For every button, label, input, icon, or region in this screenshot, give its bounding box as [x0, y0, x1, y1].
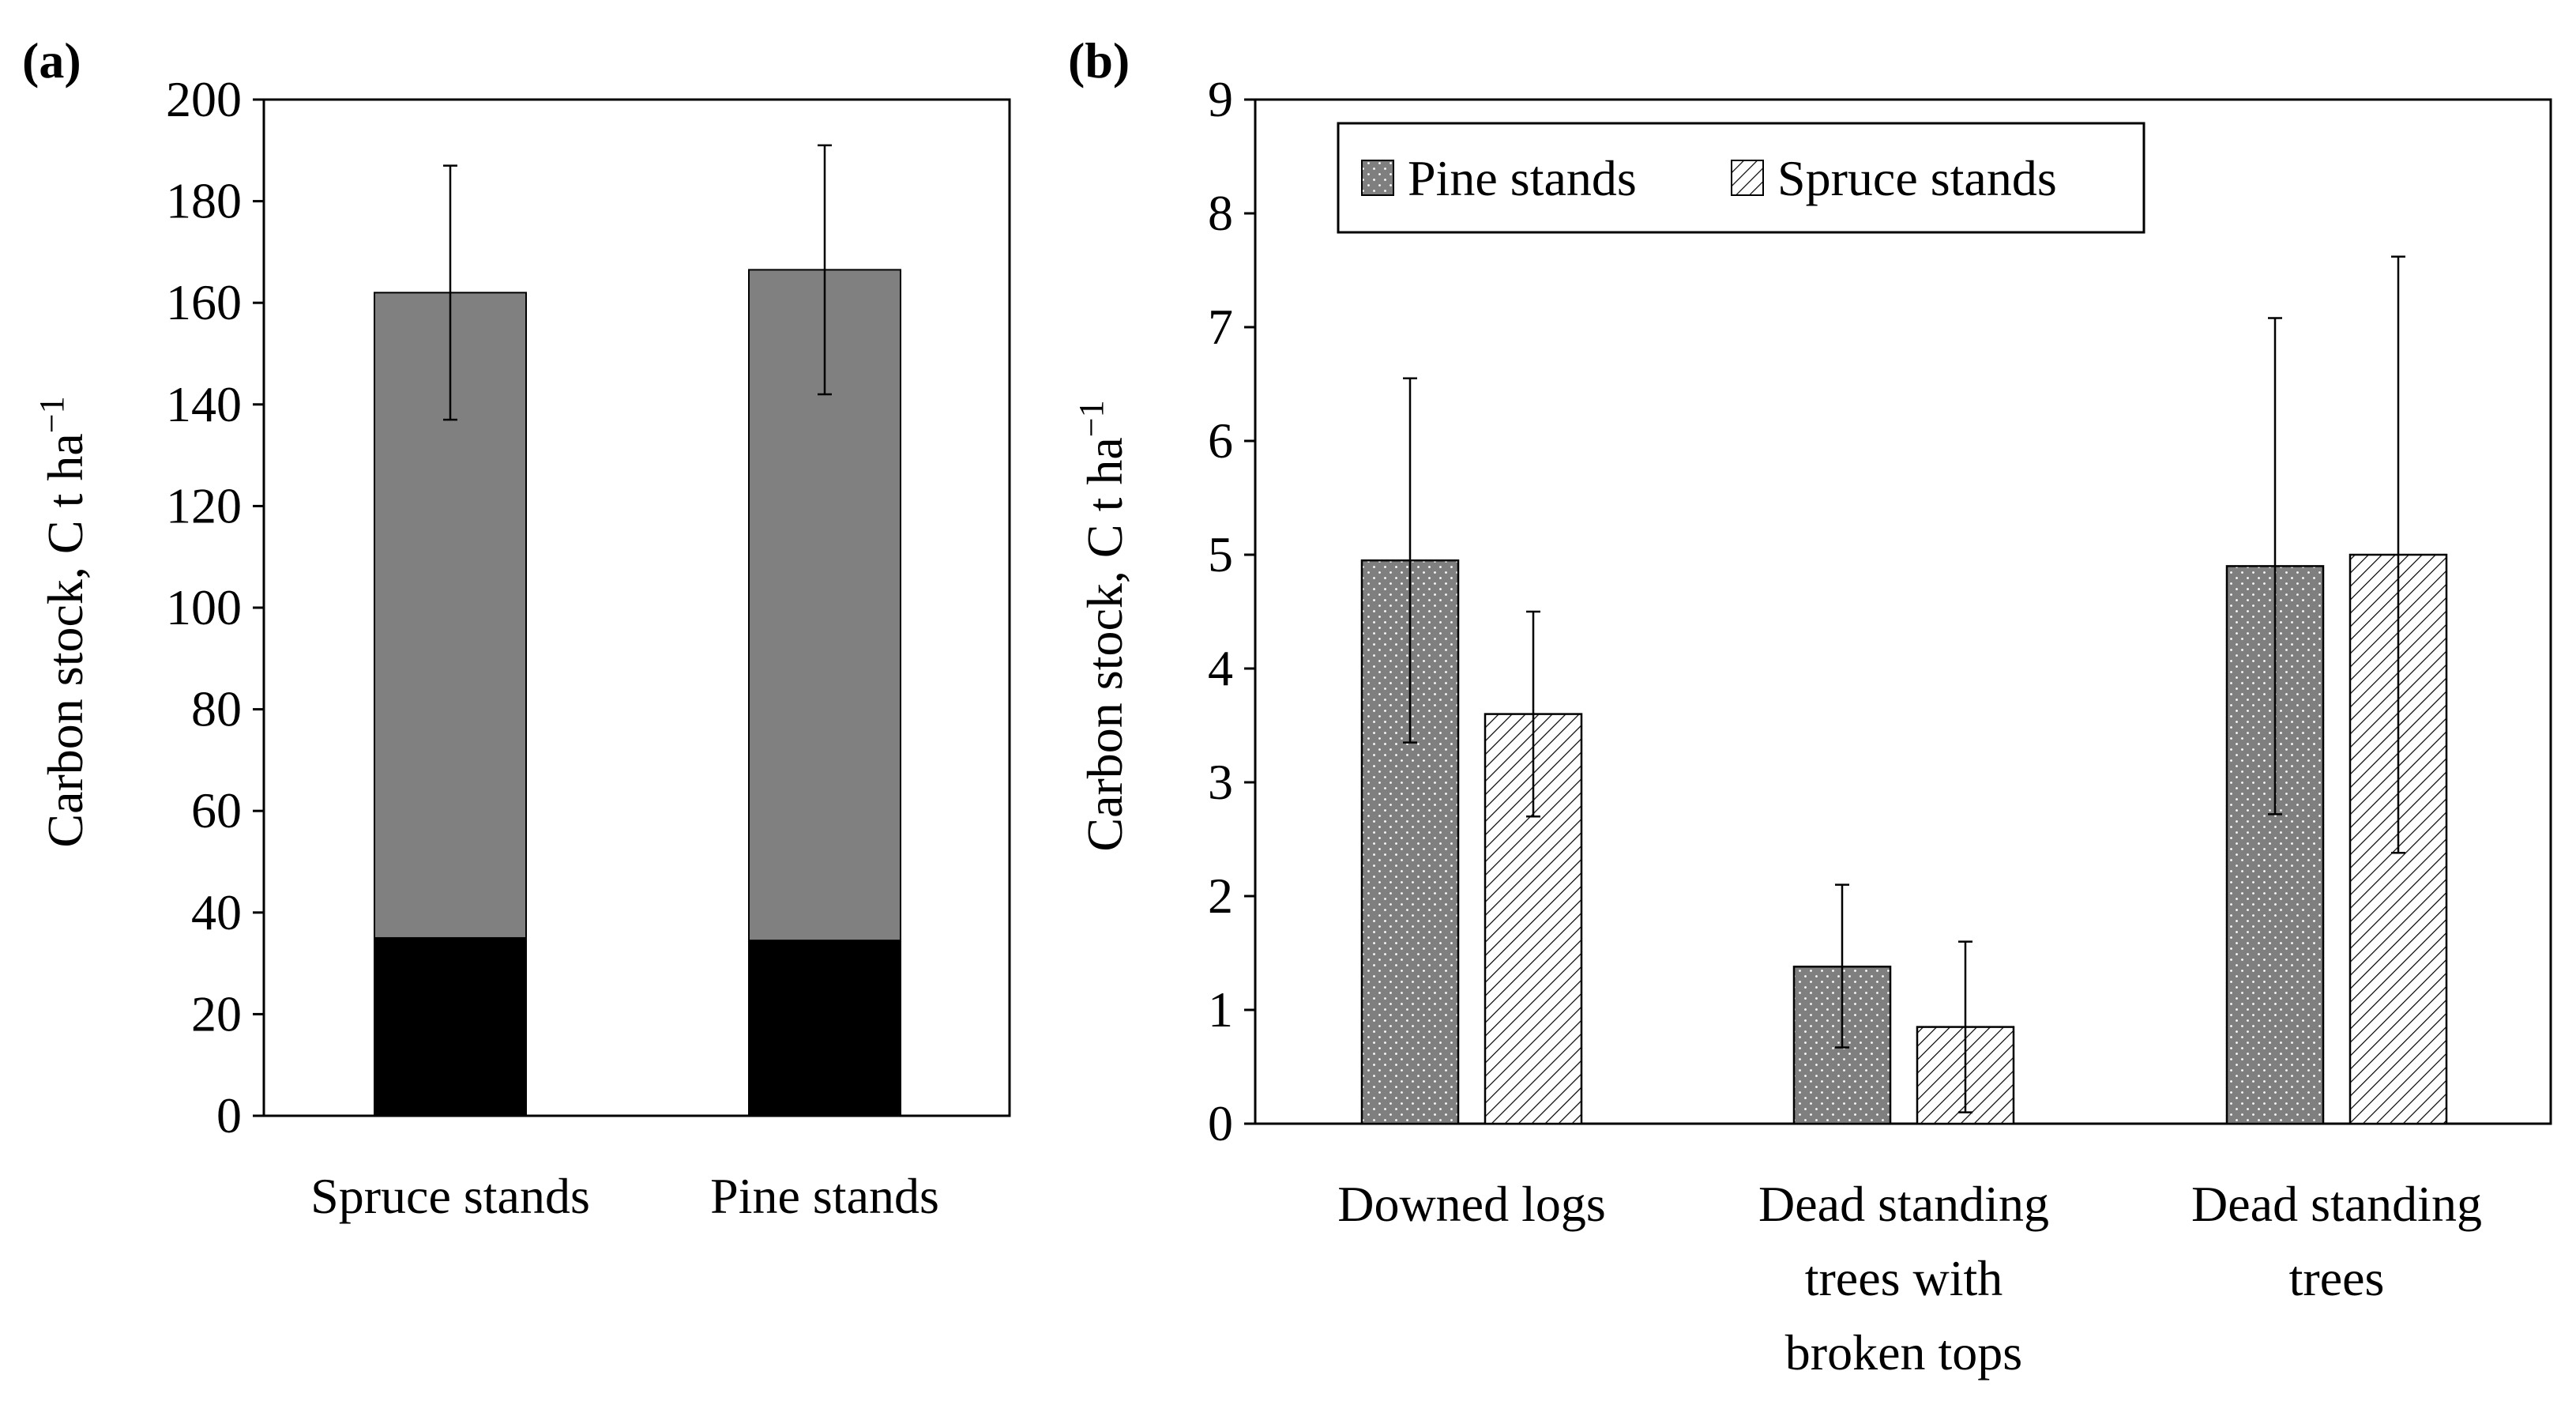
legend-swatch-pine — [1361, 160, 1394, 196]
panel-b-y-tick-label: 6 — [1208, 412, 1233, 469]
panel-a-error-bar-spruce-stands — [443, 164, 457, 421]
panel-a-y-tick-label: 120 — [166, 477, 242, 533]
panel-a-label: (a) — [22, 32, 81, 89]
panel-a: (a) 0 20 40 60 80 100 120 140 160 180 200 Spruce s… — [22, 32, 1011, 1224]
panel-a-y-tick-label: 20 — [191, 985, 242, 1042]
panel-b-y-tick-label: 9 — [1208, 71, 1233, 127]
panel-b-x-category-label: trees with — [1805, 1250, 2003, 1306]
panel-b-y-tick-label: 5 — [1208, 526, 1233, 582]
panel-b-y-axis-label-text: Carbon stock, C t ha — [1077, 437, 1133, 851]
panel-b-y-tick-label: 8 — [1208, 185, 1233, 241]
panel-a-y-tick-label: 100 — [166, 579, 242, 635]
panel-a-x-category-label: Spruce stands — [310, 1168, 590, 1224]
panel-b-error-bar-pine-stands-1 — [1835, 883, 1849, 1049]
panel-a-y-tick-label: 80 — [191, 681, 242, 737]
panel-a-y-tick-label: 200 — [166, 71, 242, 127]
panel-b-y-axis-label-superscript: −1 — [1072, 400, 1111, 437]
panel-b-x-category-label: broken tops — [1785, 1324, 2022, 1381]
panel-a-y-tick-label: 180 — [166, 173, 242, 229]
panel-b-label: (b) — [1068, 32, 1130, 89]
panel-b-y-tick-label: 7 — [1208, 299, 1233, 355]
legend-label-pine: Pine stands — [1408, 150, 1637, 206]
panel-b-x-category-label: trees — [2289, 1250, 2385, 1306]
panel-a-error-bar-pine-stands — [818, 144, 832, 396]
panel-b-x-category-label: Dead standing — [1758, 1176, 2049, 1232]
panel-b-legend: Pine stands Spruce stands — [1337, 122, 2145, 234]
panel-a-bar-lower-pine-stands — [748, 940, 901, 1117]
panel-b-error-bar-spruce-stands-1 — [1958, 940, 1972, 1113]
legend-swatch-spruce — [1731, 160, 1764, 196]
panel-b-y-tick-label: 3 — [1208, 754, 1233, 810]
panel-b-y-axis-label: Carbon stock, C t ha−1 — [1072, 400, 1133, 851]
panel-b-x-category-label: Dead standing — [2191, 1176, 2482, 1232]
panel-b-error-bar-pine-stands-2 — [2268, 317, 2282, 816]
panel-a-y-tick-label: 40 — [191, 884, 242, 940]
panel-b-y-tick-label: 4 — [1208, 640, 1233, 696]
panel-a-y-axis-label-superscript: −1 — [32, 396, 71, 433]
panel-b-plot-frame — [1254, 98, 2552, 1125]
panel-a-y-tick-label: 140 — [166, 376, 242, 432]
panel-a-y-tick-label: 60 — [191, 782, 242, 838]
panel-a-x-category-label: Pine stands — [710, 1168, 939, 1224]
panel-b-y-tick-label: 1 — [1208, 981, 1233, 1038]
panel-b-error-bar-spruce-stands-0 — [1526, 610, 1540, 818]
panel-b-error-bar-spruce-stands-2 — [2391, 255, 2405, 854]
panel-a-y-tick-label: 160 — [166, 274, 242, 330]
panel-a-y-tick-label: 0 — [216, 1087, 242, 1143]
panel-a-y-axis-label: Carbon stock, C t ha−1 — [32, 396, 93, 847]
panel-a-bar-lower-spruce-stands — [374, 936, 527, 1117]
panel-b-x-category-label: Downed logs — [1337, 1176, 1606, 1232]
panel-b: (b) 0 1 2 3 4 5 6 7 8 9 Downed logs Dead standing t… — [1068, 32, 2552, 1381]
panel-a-y-axis-label-text: Carbon stock, C t ha — [37, 433, 93, 847]
legend-label-spruce: Spruce stands — [1777, 150, 2057, 206]
panel-b-error-bar-pine-stands-0 — [1403, 377, 1417, 744]
panel-b-y-tick-label: 0 — [1208, 1095, 1233, 1151]
panel-b-y-tick-label: 2 — [1208, 868, 1233, 924]
